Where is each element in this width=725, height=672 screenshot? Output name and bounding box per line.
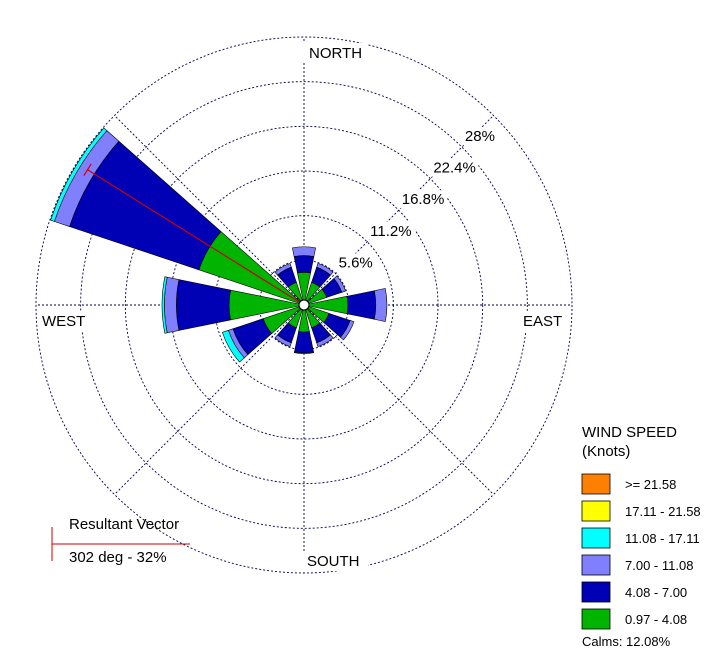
petal-300-bin-4 — [50, 127, 108, 222]
legend-swatch-4 — [581, 554, 611, 576]
petal-90-bin-2 — [346, 290, 377, 320]
resultant-vector-line — [87, 169, 305, 306]
ring-5 — [80, 81, 528, 529]
ring-label-3: 16.8% — [402, 191, 445, 208]
legend: WIND SPEED (Knots) >= 21.58 17.11 - 21.58… — [581, 424, 701, 649]
resultant-vector-title: Resultant Vector — [69, 516, 179, 533]
petal-180-bin-3 — [293, 351, 315, 354]
resultant-vector-box: Resultant Vector 302 deg - 32% — [51, 516, 190, 566]
center-calm-circle — [298, 299, 310, 311]
petal-90-bin-3 — [373, 288, 388, 322]
petal-0-bin-2 — [293, 255, 315, 274]
ring-label-bg-3 — [399, 190, 447, 209]
spoke-135 — [303, 304, 494, 495]
ring-label-bg-5 — [462, 127, 493, 146]
resultant-vector-tick — [83, 163, 92, 176]
petal-30-bin-3 — [316, 263, 334, 276]
legend-label-6: 0.97 - 4.08 — [625, 612, 687, 627]
ring-4 — [124, 125, 484, 485]
resultant-vector-value: 302 deg - 32% — [69, 549, 167, 566]
ring-6 — [35, 36, 573, 574]
legend-label-5: 4.08 - 7.00 — [625, 585, 687, 600]
petal-60-bin-3 — [333, 275, 346, 293]
legend-swatch-2 — [581, 500, 611, 522]
ring-label-bg-4 — [431, 158, 479, 177]
legend-subtitle: (Knots) — [582, 443, 630, 460]
petal-240-bin-4 — [221, 329, 245, 363]
petals-layer — [50, 127, 388, 363]
ring-label-2: 11.2% — [370, 223, 411, 240]
petal-270-bin-1 — [228, 289, 305, 321]
south-label: SOUTH — [307, 553, 360, 570]
legend-label-2: 17.11 - 21.58 — [625, 504, 701, 519]
petal-210-bin-3 — [274, 334, 292, 347]
legend-calms: Calms: 12.08% — [582, 634, 671, 649]
ring-label-4: 22.4% — [433, 160, 476, 177]
legend-swatch-6 — [581, 608, 611, 630]
petal-270-bin-2 — [176, 279, 231, 331]
legend-items: >= 21.58 17.11 - 21.58 11.08 - 17.11 7.00 -… — [581, 473, 701, 630]
ring-label-1: 5.6% — [339, 254, 373, 271]
legend-title: WIND SPEED — [582, 424, 677, 441]
petal-120-bin-3 — [340, 320, 355, 341]
ring-label-bg-1 — [336, 253, 375, 272]
east-label: EAST — [523, 313, 562, 330]
west-label: WEST — [42, 313, 85, 330]
spoke-315 — [114, 115, 305, 306]
ring-labels-layer: 5.6% 11.2% 16.8% 22.4% 28% — [336, 127, 495, 272]
legend-swatch-1 — [581, 473, 611, 495]
petal-330-bin-3 — [274, 263, 292, 276]
spoke-225 — [114, 304, 305, 495]
legend-swatch-3 — [581, 527, 611, 549]
legend-swatch-5 — [581, 581, 611, 603]
petal-180-bin-2 — [294, 331, 314, 354]
petal-150-bin-3 — [316, 334, 334, 347]
legend-label-4: 7.00 - 11.08 — [625, 558, 693, 573]
petal-270-bin-4 — [161, 276, 168, 334]
legend-label-1: >= 21.58 — [625, 477, 676, 492]
north-label: NORTH — [309, 45, 362, 62]
legend-label-3: 11.08 - 17.11 — [625, 531, 700, 546]
petal-0-bin-3 — [292, 246, 316, 257]
ring-label-bg-2 — [368, 221, 416, 240]
spoke-45 — [303, 115, 494, 306]
ring-label-5: 28% — [465, 128, 495, 145]
resultant-vector-layer — [83, 163, 305, 306]
